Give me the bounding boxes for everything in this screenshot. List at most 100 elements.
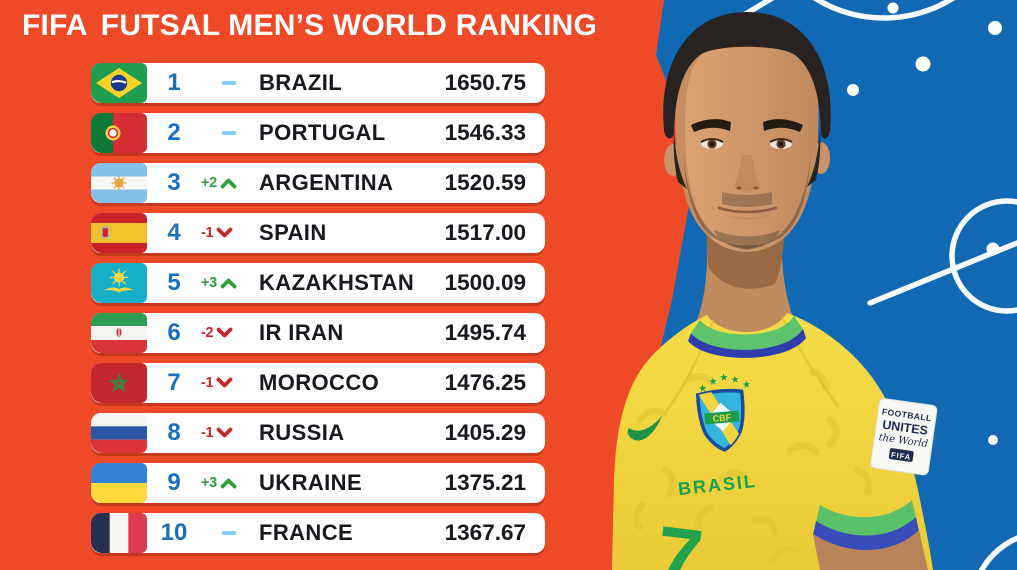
flag-iran-icon [91,313,147,353]
points-value: 1476.25 [444,370,526,395]
ranking-row: 6 -2 IR IRAN 1495.74 [91,313,545,353]
fifa-sleeve-badge: FOOTBALL UNITES the World FIFA [870,398,938,476]
points-value: 1495.74 [444,320,526,345]
ranking-row: 4 -1 SPAIN 1517.00 [91,213,545,253]
rank-number: 5 [167,269,181,296]
sleeve-cuff [816,500,916,537]
player-jersey: 7 [612,313,933,570]
points-value: 1375.21 [444,470,526,495]
rank-change-indicator: -1 [201,375,257,391]
flag-ukraine-icon [91,463,147,503]
rank-change-value: +3 [201,475,217,491]
trend-down-icon [216,227,233,238]
no-change-dash-icon [222,130,236,136]
page-title: FIFA FUTSAL MEN’S WORLD RANKING [22,9,597,43]
rank-change-value: -1 [201,375,214,391]
flag-france-icon [91,513,147,553]
svg-text:★: ★ [698,383,708,395]
flag-argentina-icon [91,163,147,203]
flag-portugal-icon [91,113,147,153]
rank-change-value: +3 [201,275,217,291]
country-name: MOROCCO [259,370,380,395]
points-value: 1546.33 [444,120,526,145]
rank-number: 6 [167,319,181,346]
ranking-row: 9 +3 UKRAINE 1375.21 [91,463,545,503]
rank-change-indicator: +3 [201,275,257,291]
ranking-row: 2 PORTUGAL 1546.33 [91,113,545,153]
rank-change-indicator [201,80,257,86]
points-value: 1500.09 [444,270,526,295]
country-name: UKRAINE [259,470,363,495]
trend-up-icon [220,178,237,189]
country-name: KAZAKHSTAN [259,270,415,295]
jersey-number: 7 [651,510,707,570]
rank-change-indicator: +3 [201,475,257,491]
trend-up-icon [220,478,237,489]
trend-up-icon [220,278,237,289]
ranking-table: 1 BRAZIL 1650.75 2 PORTUGAL 1546.33 3 +2 [91,63,545,563]
ranking-row: 8 -1 RUSSIA 1405.29 [91,413,545,453]
flag-russia-icon [91,413,147,453]
rank-number: 4 [167,219,181,246]
country-name: FRANCE [259,520,354,545]
trend-down-icon [216,327,233,338]
rank-number: 9 [167,469,181,496]
rank-change-indicator [201,130,257,136]
rank-change-value: -1 [201,425,214,441]
points-value: 1405.29 [444,420,526,445]
badge-fifa-logo: FIFA [890,450,911,462]
points-value: 1650.75 [444,70,526,95]
rank-number: 1 [167,69,181,96]
country-name: SPAIN [259,220,327,245]
fifa-brand-text: FIFA [22,9,88,42]
ranking-row: 5 +3 KAZAKHSTAN 1500.09 [91,263,545,303]
flag-kazakhstan-icon [91,263,147,303]
badge-line2: UNITES [881,418,928,438]
country-name: IR IRAN [259,320,344,345]
jersey-pattern [633,368,873,564]
rank-change-indicator: -2 [201,325,257,341]
rank-number: 10 [160,519,188,546]
tactics-dots [847,2,1002,445]
rank-change-value: -1 [201,225,214,241]
svg-text:★: ★ [719,372,729,384]
ranking-row: 3 +2 ARGENTINA 1520.59 [91,163,545,203]
player-head [663,12,831,252]
svg-text:★: ★ [730,374,740,386]
rank-number: 8 [167,419,181,446]
ranking-row: 7 -1 MOROCCO 1476.25 [91,363,545,403]
country-name: RUSSIA [259,420,345,445]
svg-text:★: ★ [708,376,718,388]
rank-number: 3 [167,169,181,196]
rank-change-value: +2 [201,175,217,191]
rank-change-indicator: -1 [201,225,257,241]
flag-spain-icon [91,213,147,253]
points-value: 1517.00 [444,220,526,245]
cbf-crest: ★ ★ ★ ★ ★ CBF [695,372,752,452]
flag-morocco-icon [91,363,147,403]
rank-change-indicator [201,530,257,536]
svg-text:★: ★ [742,379,752,391]
no-change-dash-icon [222,80,236,86]
rank-change-indicator: -1 [201,425,257,441]
rank-change-indicator: +2 [201,175,257,191]
ranking-row: 1 BRAZIL 1650.75 [91,63,545,103]
points-value: 1367.67 [444,520,526,545]
ranking-row: 10 FRANCE 1367.67 [91,513,545,553]
player-forearm [813,530,928,570]
crest-label: CBF [712,412,732,424]
flag-brazil-icon [91,63,147,103]
country-name: PORTUGAL [259,120,386,145]
jersey-collar [691,316,803,350]
country-name: ARGENTINA [259,170,394,195]
swoosh-icon [627,416,662,441]
country-name: BRAZIL [259,70,343,95]
rank-number: 7 [167,369,181,396]
rank-number: 2 [167,119,181,146]
title-text: FUTSAL MEN’S WORLD RANKING [100,9,598,42]
rank-change-value: -2 [201,325,214,341]
trend-down-icon [216,377,233,388]
no-change-dash-icon [222,530,236,536]
